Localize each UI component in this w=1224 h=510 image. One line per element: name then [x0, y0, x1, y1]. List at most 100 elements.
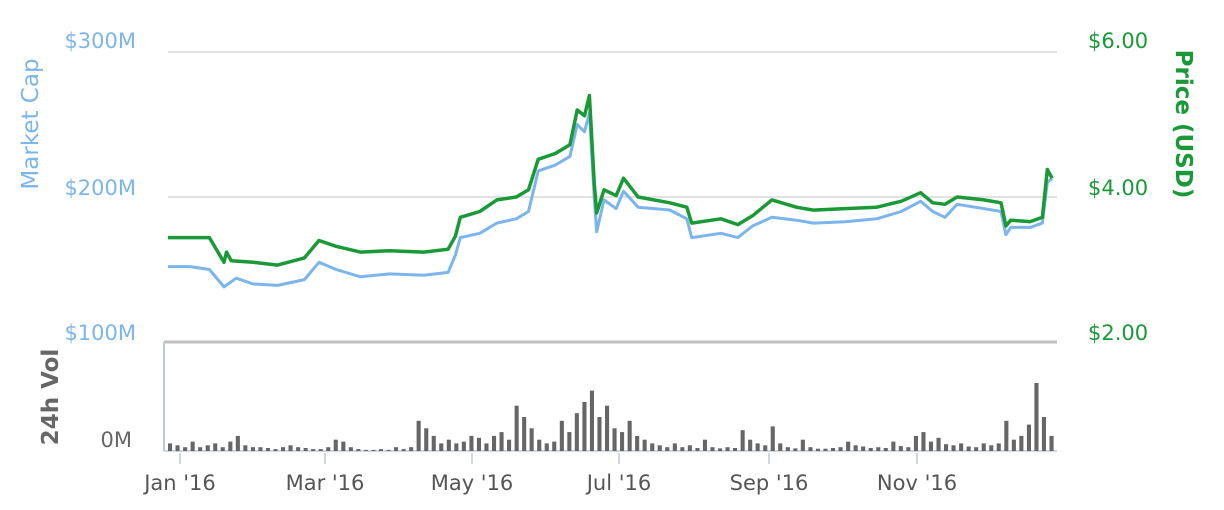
volume-bar: [1034, 383, 1039, 451]
volume-bar: [959, 443, 964, 451]
volume-bar: [770, 426, 775, 451]
volume-bar: [235, 435, 240, 451]
volume-bar: [288, 445, 293, 451]
volume-bar: [831, 448, 836, 451]
tick-right-6: $6.00: [1088, 29, 1148, 53]
volume-bar: [416, 420, 421, 451]
volume-bar: [378, 449, 383, 451]
x-axis: Jan '16 Mar '16 May '16 Jul '16 Sep '16 …: [142, 453, 957, 495]
volume-bar: [921, 432, 926, 451]
volume-bar: [702, 439, 707, 451]
volume-bar: [220, 447, 225, 451]
volume-bar: [650, 443, 655, 451]
volume-bar: [672, 443, 677, 451]
volume-bar: [183, 447, 188, 451]
volume-bar: [386, 449, 391, 451]
volume-bar: [891, 441, 896, 451]
volume-bar: [190, 441, 195, 451]
volume-bar: [205, 445, 210, 451]
volume-bar: [484, 443, 489, 451]
volume-bar: [1026, 424, 1031, 451]
volume-bar: [168, 443, 173, 451]
series-price-line: [168, 93, 1054, 267]
volume-bar: [544, 443, 549, 451]
volume-bar: [589, 390, 594, 451]
volume-bar: [936, 437, 941, 451]
volume-bar: [1049, 435, 1054, 451]
volume-bar: [1011, 439, 1016, 451]
volume-bar: [642, 439, 647, 451]
volume-bar: [989, 445, 994, 451]
x-tick-mar: Mar '16: [286, 471, 365, 495]
volume-bar: [281, 447, 286, 451]
volume-bar: [394, 447, 399, 451]
volume-bar: [838, 447, 843, 451]
volume-bar: [974, 447, 979, 451]
volume-bar: [499, 432, 504, 451]
volume-bar: [620, 432, 625, 451]
volume-bar: [537, 439, 542, 451]
volume-bar: [778, 443, 783, 451]
volume-bar: [718, 448, 723, 451]
volume-bar: [559, 420, 564, 451]
series-layer: [168, 93, 1054, 289]
volume-bar: [522, 417, 527, 451]
volume-bar: [250, 447, 255, 451]
x-tick-jul: Jul '16: [585, 471, 652, 495]
volume-bar: [612, 428, 617, 451]
volume-bar: [258, 447, 263, 451]
volume-bar: [740, 430, 745, 451]
volume-bar: [763, 445, 768, 451]
volume-bar: [906, 447, 911, 451]
axis-title-volume: 24h Vol: [38, 349, 64, 446]
volume-bar: [605, 405, 610, 451]
volume-bar: [710, 447, 715, 451]
tick-left-200m: $200M: [64, 176, 136, 200]
volume-bar: [665, 447, 670, 451]
tick-right-2: $2.00: [1088, 321, 1148, 345]
volume-bar: [446, 439, 451, 451]
axis-title-price: Price (USD): [1170, 50, 1196, 199]
volume-bar: [356, 449, 361, 451]
volume-bar: [785, 447, 790, 451]
volume-bar: [333, 439, 338, 451]
volume-bar: [454, 443, 459, 451]
volume-bar: [228, 441, 233, 451]
volume-bar: [265, 448, 270, 451]
volume-bar: [318, 449, 323, 451]
volume-bar: [913, 435, 918, 451]
volume-bar: [793, 448, 798, 451]
volume-bar: [424, 428, 429, 451]
volume-bar: [627, 420, 632, 451]
volume-bar: [243, 445, 248, 451]
volume-bar: [1041, 417, 1046, 451]
volume-bar: [733, 448, 738, 451]
volume-bar: [492, 435, 497, 451]
volume-bar: [582, 401, 587, 451]
x-tick-sep: Sep '16: [730, 471, 809, 495]
tick-left-300m: $300M: [64, 29, 136, 53]
volume-bar: [876, 447, 881, 451]
volume-bar: [800, 439, 805, 451]
volume-bar: [815, 448, 820, 451]
volume-bar: [748, 439, 753, 451]
volume-bar: [409, 447, 414, 451]
volume-bar: [175, 445, 180, 451]
tick-right-4: $4.00: [1088, 176, 1148, 200]
volume-bar: [296, 447, 301, 451]
volume-bar: [567, 432, 572, 451]
volume-bar: [951, 445, 956, 451]
volume-bar: [311, 449, 316, 451]
volume-bar: [371, 449, 376, 451]
volume-bar: [695, 448, 700, 451]
volume-bar: [725, 447, 730, 451]
volume-bar: [1004, 420, 1009, 451]
volume-bar: [883, 448, 888, 451]
volume-bar: [944, 444, 949, 451]
volume-bar: [363, 449, 368, 451]
volume-bar: [341, 441, 346, 451]
series-market-cap-line: [168, 111, 1054, 289]
tick-volume-0m: 0M: [101, 428, 132, 452]
volume-bar: [476, 437, 481, 451]
